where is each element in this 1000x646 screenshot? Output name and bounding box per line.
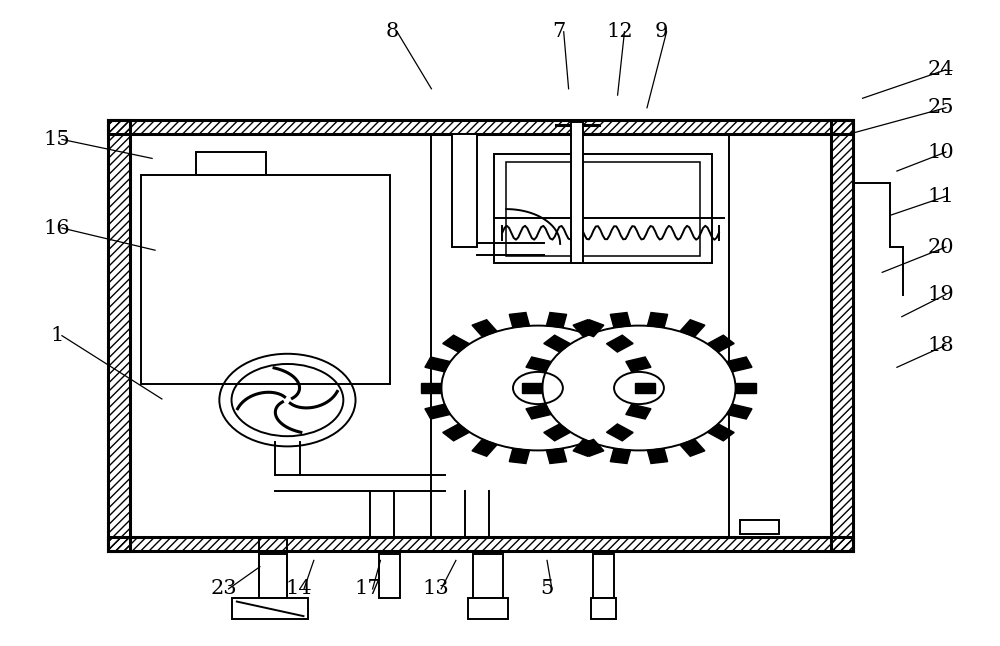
Bar bbox=[141, 174, 390, 384]
Bar bbox=[108, 120, 130, 551]
Polygon shape bbox=[526, 357, 551, 372]
Text: 18: 18 bbox=[928, 336, 954, 355]
Polygon shape bbox=[526, 404, 551, 419]
Polygon shape bbox=[573, 439, 598, 456]
Polygon shape bbox=[546, 448, 567, 463]
Text: 24: 24 bbox=[928, 60, 954, 79]
Text: 7: 7 bbox=[552, 22, 565, 41]
Polygon shape bbox=[680, 320, 705, 337]
Text: 13: 13 bbox=[423, 579, 450, 598]
Text: 20: 20 bbox=[928, 238, 954, 256]
Text: 23: 23 bbox=[210, 579, 237, 598]
Bar bbox=[379, 554, 400, 598]
Polygon shape bbox=[544, 335, 570, 352]
Bar bbox=[108, 120, 853, 134]
Polygon shape bbox=[626, 404, 651, 419]
Polygon shape bbox=[472, 439, 497, 456]
Polygon shape bbox=[727, 404, 752, 419]
Bar bbox=[831, 120, 853, 551]
Polygon shape bbox=[421, 382, 441, 393]
Bar bbox=[473, 554, 503, 598]
Text: 19: 19 bbox=[928, 285, 954, 304]
Bar bbox=[468, 598, 508, 620]
Polygon shape bbox=[708, 424, 734, 441]
Text: 12: 12 bbox=[606, 22, 633, 41]
Bar bbox=[571, 121, 583, 263]
Bar bbox=[452, 134, 477, 247]
Polygon shape bbox=[647, 448, 668, 463]
Text: 10: 10 bbox=[928, 143, 954, 162]
Polygon shape bbox=[626, 357, 651, 372]
Polygon shape bbox=[425, 404, 450, 419]
Polygon shape bbox=[544, 424, 570, 441]
Polygon shape bbox=[610, 313, 631, 328]
Bar bbox=[506, 162, 700, 256]
Bar bbox=[196, 152, 266, 174]
Text: 25: 25 bbox=[928, 98, 954, 118]
Bar bbox=[740, 520, 779, 534]
Bar bbox=[259, 554, 287, 598]
Text: 15: 15 bbox=[44, 130, 70, 149]
Polygon shape bbox=[647, 313, 668, 328]
Circle shape bbox=[441, 326, 635, 450]
Polygon shape bbox=[425, 357, 450, 372]
Polygon shape bbox=[522, 382, 542, 393]
Bar bbox=[130, 134, 831, 537]
Polygon shape bbox=[708, 335, 734, 352]
Polygon shape bbox=[736, 382, 756, 393]
Bar bbox=[494, 154, 712, 263]
Text: 1: 1 bbox=[50, 326, 64, 345]
Text: 11: 11 bbox=[928, 187, 954, 206]
Text: 16: 16 bbox=[44, 218, 70, 238]
Polygon shape bbox=[573, 320, 598, 337]
Polygon shape bbox=[509, 448, 529, 463]
Text: 8: 8 bbox=[386, 22, 399, 41]
Polygon shape bbox=[443, 424, 469, 441]
Polygon shape bbox=[579, 320, 604, 337]
Polygon shape bbox=[546, 313, 567, 328]
Polygon shape bbox=[607, 424, 633, 441]
Polygon shape bbox=[727, 357, 752, 372]
Text: 14: 14 bbox=[286, 579, 312, 598]
Bar bbox=[591, 598, 616, 620]
Polygon shape bbox=[579, 439, 604, 456]
Bar bbox=[108, 537, 853, 551]
Text: 5: 5 bbox=[540, 579, 554, 598]
Text: 9: 9 bbox=[655, 22, 668, 41]
Polygon shape bbox=[610, 448, 631, 463]
Polygon shape bbox=[509, 313, 529, 328]
Polygon shape bbox=[607, 335, 633, 352]
Bar bbox=[232, 598, 308, 620]
Bar bbox=[593, 554, 614, 598]
Polygon shape bbox=[472, 320, 497, 337]
Polygon shape bbox=[443, 335, 469, 352]
Polygon shape bbox=[635, 382, 655, 393]
Text: 17: 17 bbox=[354, 579, 381, 598]
Circle shape bbox=[542, 326, 736, 450]
Polygon shape bbox=[680, 439, 705, 456]
